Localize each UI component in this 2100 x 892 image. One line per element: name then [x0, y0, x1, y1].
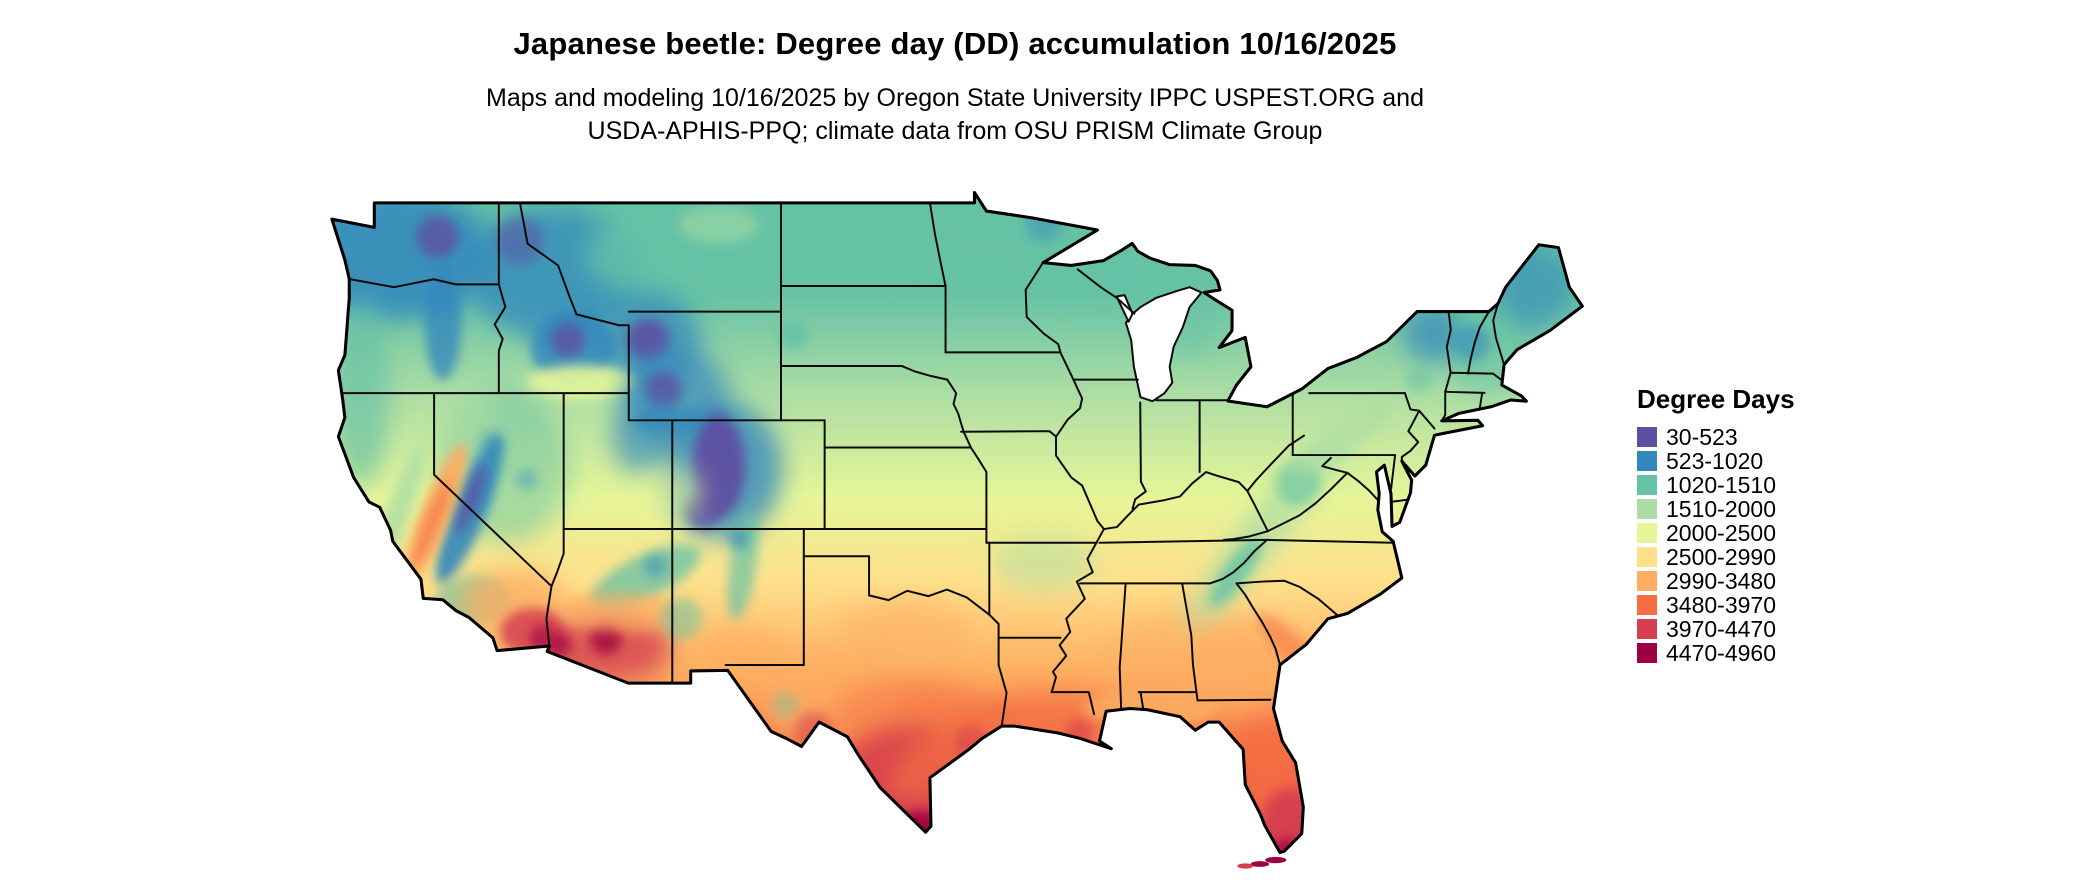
- legend-swatch: [1637, 571, 1657, 591]
- map-color-field: [331, 192, 1583, 853]
- legend-row: 2990-3480: [1637, 569, 1795, 593]
- legend-swatch: [1637, 619, 1657, 639]
- legend-label: 523-1020: [1666, 448, 1764, 474]
- legend-label: 2990-3480: [1666, 568, 1776, 594]
- florida-keys: [1237, 856, 1287, 869]
- legend-swatch: [1637, 523, 1657, 543]
- legend-label: 30-523: [1666, 424, 1738, 450]
- legend-swatch: [1637, 475, 1657, 495]
- degree-days-legend: Degree Days 30-523 523-1020 1020-1510 15…: [1637, 384, 1795, 665]
- legend-label: 4470-4960: [1666, 640, 1776, 666]
- legend-label: 1510-2000: [1666, 496, 1776, 522]
- legend-row: 3480-3970: [1637, 593, 1795, 617]
- legend-row: 4470-4960: [1637, 641, 1795, 665]
- legend-row: 3970-4470: [1637, 617, 1795, 641]
- map-subtitle-line2: USDA-APHIS-PPQ; climate data from OSU PR…: [587, 117, 1323, 145]
- legend-label: 3970-4470: [1666, 616, 1776, 642]
- legend-label: 1020-1510: [1666, 472, 1776, 498]
- map-subtitle-line1: Maps and modeling 10/16/2025 by Oregon S…: [486, 84, 1424, 112]
- state-borders-layer: [338, 201, 1506, 728]
- legend-swatch: [1637, 643, 1657, 663]
- us-map-svg: [330, 190, 1584, 869]
- legend-label: 3480-3970: [1666, 592, 1776, 618]
- legend-row: 1510-2000: [1637, 497, 1795, 521]
- legend-rows: 30-523 523-1020 1020-1510 1510-2000 2000…: [1637, 425, 1795, 665]
- legend-swatch: [1637, 427, 1657, 447]
- legend-swatch: [1637, 499, 1657, 519]
- legend-label: 2000-2500: [1666, 520, 1776, 546]
- us-degree-day-map: [321, 181, 1594, 884]
- legend-row: 1020-1510: [1637, 473, 1795, 497]
- legend-swatch: [1637, 451, 1657, 471]
- legend-row: 2000-2500: [1637, 521, 1795, 545]
- legend-row: 2500-2990: [1637, 545, 1795, 569]
- legend-row: 523-1020: [1637, 449, 1795, 473]
- map-title: Japanese beetle: Degree day (DD) accumul…: [513, 26, 1397, 61]
- legend-title: Degree Days: [1637, 384, 1795, 414]
- legend-swatch: [1637, 547, 1657, 567]
- lake-michigan: [1124, 286, 1203, 403]
- us-outline-path: [330, 190, 1584, 855]
- legend-swatch: [1637, 595, 1657, 615]
- legend-label: 2500-2990: [1666, 544, 1776, 570]
- legend-row: 30-523: [1637, 425, 1795, 449]
